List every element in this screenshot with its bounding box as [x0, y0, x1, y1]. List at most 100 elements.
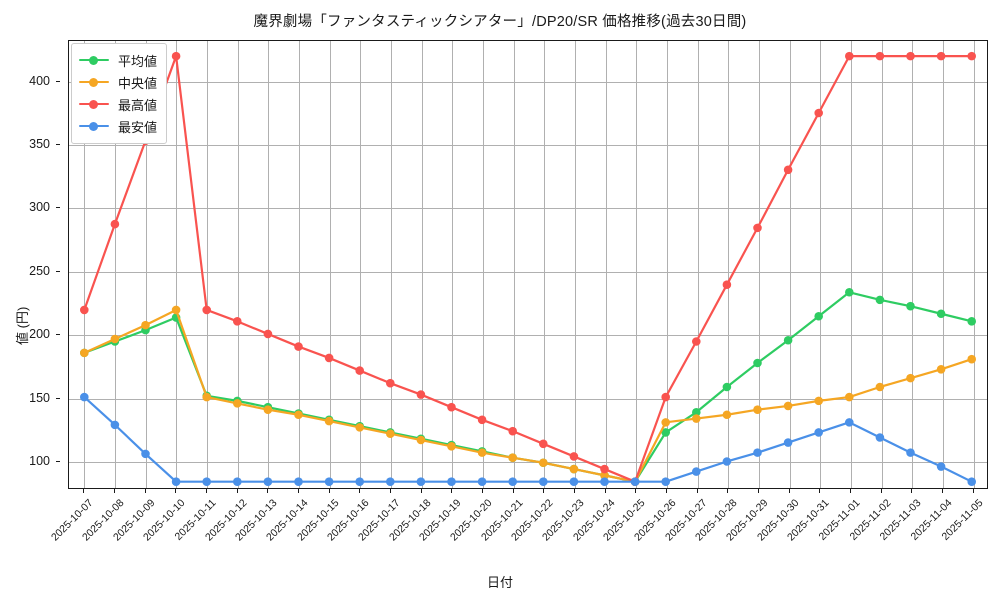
x-tick-mark [911, 489, 913, 493]
x-tick-mark [206, 489, 207, 493]
data-point [508, 453, 517, 462]
legend-item-中央値[interactable]: 中央値 [79, 71, 157, 93]
data-point [386, 429, 395, 438]
x-tick-mark [942, 489, 943, 493]
data-point [80, 392, 89, 402]
data-point [661, 392, 670, 402]
x-tick-mark [635, 489, 637, 493]
gridline-vertical [452, 41, 454, 488]
gridline-vertical [636, 41, 638, 488]
y-tick-mark [56, 270, 60, 272]
y-tick-mark [56, 334, 60, 336]
legend-item-最高値[interactable]: 最高値 [79, 93, 157, 115]
x-tick-mark [482, 489, 483, 493]
gridline-vertical [697, 41, 699, 488]
legend-label: 中央値 [118, 75, 158, 91]
x-axis-label: 日付 [486, 575, 513, 590]
gridline-horizontal [69, 145, 987, 146]
gridline-vertical [268, 41, 270, 488]
data-point [783, 335, 793, 345]
data-point [661, 428, 670, 437]
legend-swatch-icon [79, 98, 109, 110]
legend-item-平均値[interactable]: 平均値 [79, 49, 157, 71]
y-tick-mark [56, 397, 60, 399]
plot-area [68, 40, 988, 489]
data-point [783, 401, 793, 411]
data-point [722, 382, 732, 392]
legend-item-最安値[interactable]: 最安値 [79, 115, 157, 137]
data-point [722, 410, 732, 420]
x-tick-mark [574, 489, 575, 493]
data-point [263, 477, 273, 486]
x-tick-mark [758, 489, 759, 493]
x-tick-mark [819, 489, 821, 493]
gridline-vertical [820, 41, 822, 488]
data-point [294, 477, 303, 486]
gridline-vertical [84, 41, 86, 488]
data-point [416, 390, 426, 399]
x-tick-mark [788, 489, 790, 493]
data-point [539, 439, 548, 449]
data-point [233, 399, 242, 408]
data-point [508, 426, 517, 436]
x-tick-mark [727, 489, 729, 493]
x-tick-mark [850, 489, 851, 493]
gridline-vertical [115, 41, 116, 488]
data-point [80, 348, 89, 358]
series-line [83, 55, 973, 483]
data-point [569, 464, 579, 474]
data-point [845, 51, 854, 61]
x-tick-mark [543, 489, 545, 493]
legend-label: 最高値 [118, 97, 158, 113]
data-point [906, 51, 915, 61]
data-point [110, 219, 120, 229]
x-tick-mark [880, 489, 882, 493]
gridline-vertical [912, 41, 914, 488]
gridline-vertical [789, 41, 791, 488]
y-tick-label: 350 [29, 137, 50, 151]
gridline-horizontal [69, 81, 987, 83]
data-point [967, 477, 976, 486]
legend-swatch-icon [79, 54, 109, 66]
x-tick-mark [420, 489, 422, 493]
data-point [202, 477, 211, 486]
data-point [753, 405, 762, 414]
data-point [263, 329, 273, 339]
gridline-vertical [237, 41, 239, 488]
data-point [386, 477, 395, 486]
x-tick-mark [359, 489, 361, 493]
series-中央値 [80, 305, 976, 486]
data-point [967, 354, 976, 364]
gridline-horizontal [69, 208, 987, 210]
gridline-vertical [851, 41, 852, 488]
series-line [83, 308, 973, 483]
data-point [753, 358, 762, 368]
data-point [569, 477, 579, 486]
y-tick-label: 150 [29, 390, 50, 405]
legend-label: 平均値 [118, 53, 158, 69]
gridline-vertical [299, 41, 300, 488]
gridlines [69, 41, 987, 488]
data-point [171, 477, 181, 486]
data-point [875, 433, 885, 442]
gridline-vertical [943, 41, 944, 488]
gridline-vertical [513, 41, 515, 488]
y-tick-label: 300 [29, 200, 50, 215]
x-tick-mark [175, 489, 177, 493]
data-point [447, 477, 456, 486]
gridline-vertical [207, 41, 208, 488]
x-tick-mark [512, 489, 514, 493]
y-axis-tick-labels: 100 150 200 250 300 350 400 [0, 40, 60, 489]
data-point [692, 414, 701, 423]
data-point [233, 477, 242, 486]
y-tick-mark [56, 461, 60, 463]
data-point [539, 477, 548, 486]
data-point [294, 342, 303, 351]
y-axis-label: 値 (円) [15, 306, 30, 345]
data-point [722, 280, 732, 289]
gridline-vertical [605, 41, 607, 488]
data-point [661, 418, 670, 427]
y-tick-label: 100 [29, 454, 50, 469]
data-point [355, 423, 364, 432]
